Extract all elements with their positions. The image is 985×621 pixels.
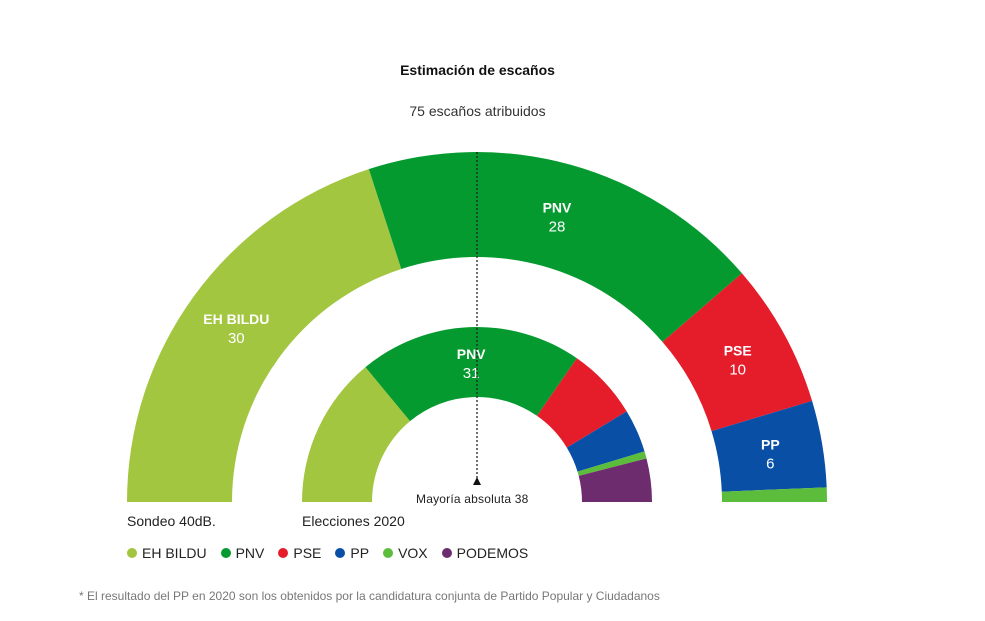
legend-label: PNV xyxy=(235,545,265,561)
chart-title: Estimación de escaños xyxy=(400,62,555,78)
inner-segment-pse xyxy=(536,358,627,448)
outer-segment-vox xyxy=(721,487,827,502)
legend-label: PSE xyxy=(293,545,322,561)
legend-dot-icon xyxy=(220,548,231,558)
ring-label-inner: Elecciones 2020 xyxy=(302,513,405,529)
outer-label-eh-bildu: EH BILDU xyxy=(203,311,269,327)
legend-label: VOX xyxy=(398,545,428,561)
inner-segment-vox xyxy=(577,451,647,476)
outer-segment-pp xyxy=(711,400,827,492)
outer-value-pnv: 28 xyxy=(549,218,566,235)
inner-segment-pnv xyxy=(365,326,577,422)
legend-item-pse: PSE xyxy=(278,545,321,561)
legend: EH BILDU PNV PSE PP VOX PODEMOS xyxy=(127,545,528,561)
legend-dot-icon xyxy=(127,548,137,558)
outer-label-pse: PSE xyxy=(724,343,752,359)
legend-dot-icon xyxy=(441,548,452,558)
legend-dot-icon xyxy=(278,548,289,558)
outer-segment-pnv xyxy=(368,152,742,342)
ring-label-outer: Sondeo 40dB. xyxy=(127,513,216,529)
outer-value-eh-bildu: 30 xyxy=(228,330,245,347)
majority-label: Mayoría absoluta 38 xyxy=(416,492,529,506)
outer-segment-eh-bildu xyxy=(127,169,402,502)
footnote: * El resultado del PP en 2020 son los ob… xyxy=(79,589,660,603)
legend-item-pp: PP xyxy=(335,545,369,561)
inner-value-pnv: 31 xyxy=(463,365,480,382)
outer-label-pnv: PNV xyxy=(543,199,572,215)
legend-label: EH BILDU xyxy=(142,545,207,561)
inner-label-pnv: PNV xyxy=(457,346,486,362)
outer-label-pp: PP xyxy=(761,436,780,452)
legend-dot-icon xyxy=(335,548,346,558)
legend-dot-icon xyxy=(383,548,394,558)
legend-item-vox: VOX xyxy=(383,545,428,561)
outer-segment-pse xyxy=(662,273,813,432)
inner-segment-podemos xyxy=(578,458,652,502)
legend-label: PP xyxy=(350,545,370,561)
legend-label: PODEMOS xyxy=(456,545,529,561)
majority-arrow-icon xyxy=(473,477,481,485)
chart-subtitle: 75 escaños atribuidos xyxy=(409,103,546,119)
legend-item-podemos: PODEMOS xyxy=(441,545,529,561)
legend-item-eh-bildu: EH BILDU xyxy=(127,545,207,561)
inner-segment-pp xyxy=(566,411,645,472)
inner-segment-eh-bildu xyxy=(302,367,411,502)
legend-item-pnv: PNV xyxy=(220,545,265,561)
outer-value-pse: 10 xyxy=(729,362,746,379)
outer-value-pp: 6 xyxy=(766,455,774,472)
